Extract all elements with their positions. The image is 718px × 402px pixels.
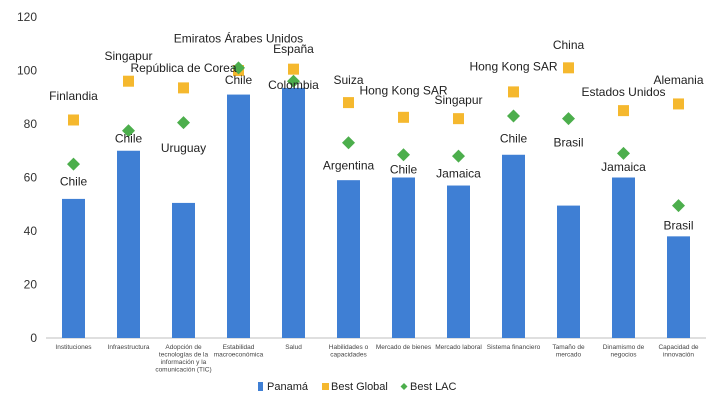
legend-swatch-best-global [322, 383, 329, 390]
best-global-marker [673, 98, 684, 110]
panama-bars [62, 87, 690, 338]
x-axis-categories: Instituciones Infraestructura Adopción de t… [55, 344, 699, 374]
best-lac-marker [507, 109, 520, 123]
best-global-marker [343, 97, 354, 109]
panama-bar [227, 94, 250, 338]
y-tick-label: 60 [24, 171, 38, 185]
country-annotation: Hong Kong SAR [469, 60, 557, 74]
country-annotation: Brasil [663, 219, 693, 233]
panama-bar [62, 198, 85, 338]
country-annotation: Jamaica [601, 160, 646, 174]
category-label: Instituciones [55, 344, 92, 351]
category-label: Adopción de tecnologías de la información … [155, 344, 211, 374]
country-annotation: Alemania [653, 73, 703, 87]
category-label: Mercado laboral [435, 344, 482, 351]
category-label: Mercado de bienes [376, 344, 432, 351]
y-tick-label: 40 [24, 224, 38, 238]
best-global-marker [123, 75, 134, 87]
country-annotation: Suiza [333, 73, 363, 87]
country-annotation: Chile [225, 73, 253, 87]
best-global-marker [563, 62, 574, 74]
country-annotation: Chile [390, 162, 418, 176]
panama-bar [667, 236, 690, 338]
country-annotation: Jamaica [436, 167, 481, 181]
best-lac-marker [397, 148, 410, 162]
panama-bar [172, 202, 195, 338]
legend-swatch-best-lac [400, 383, 408, 390]
legend: Panamá Best Global Best LAC [258, 381, 457, 393]
country-annotation: Estados Unidos [581, 85, 665, 99]
best-global-marker [618, 105, 629, 117]
country-annotation: Chile [115, 132, 143, 146]
best-lac-marker [177, 116, 190, 130]
best-lac-marker [562, 112, 575, 126]
best-global-marker [288, 63, 299, 75]
best-lac-marker [122, 124, 135, 138]
y-tick-label: 100 [17, 64, 37, 78]
panama-bar [447, 185, 470, 338]
country-annotation: Argentina [323, 158, 375, 172]
category-label: Capacidad de innovación [658, 344, 698, 359]
country-annotation: Colombia [268, 78, 319, 92]
category-label: Habilidades o capacidades [329, 344, 369, 359]
legend-label: Best LAC [410, 381, 457, 393]
best-global-marker [178, 82, 189, 94]
y-tick-label: 0 [30, 331, 37, 345]
panama-bar [282, 87, 305, 338]
best-global-marker [453, 113, 464, 125]
best-global-marker [508, 86, 519, 98]
panama-bar [117, 150, 140, 338]
country-annotation: Emiratos Árabes Unidos [174, 30, 303, 45]
country-annotation: República de Corea [130, 61, 236, 75]
country-annotation: China [553, 38, 585, 52]
country-annotation: Singapur [104, 49, 152, 63]
panama-bar [392, 177, 415, 338]
panama-bar [557, 205, 580, 338]
best-global-marker [68, 114, 79, 126]
panama-bar [502, 154, 525, 338]
country-annotation: Chile [500, 132, 528, 146]
y-tick-label: 120 [17, 10, 37, 24]
category-label: Salud [285, 344, 302, 351]
category-label: Dinamismo de negocios [603, 344, 645, 359]
country-annotation: Singapur [434, 93, 482, 107]
best-lac-marker [342, 136, 355, 150]
best-global-marker [398, 111, 409, 123]
y-tick-label: 20 [24, 278, 38, 292]
best-lac-marker [67, 157, 80, 171]
country-annotation: Uruguay [161, 141, 206, 155]
country-annotation: Hong Kong SAR [359, 84, 447, 98]
panama-bar [612, 177, 635, 338]
category-label: Infraestructura [108, 344, 150, 351]
country-annotation: Chile [60, 175, 88, 189]
best-lac-marker [672, 199, 685, 213]
legend-label: Panamá [267, 381, 309, 393]
benchmark-markers [67, 61, 685, 213]
country-annotation: Finlandia [49, 89, 98, 103]
panama-bar [337, 180, 360, 338]
best-lac-marker [232, 61, 245, 75]
country-annotation: España [273, 42, 314, 56]
legend-label: Best Global [331, 381, 388, 393]
category-label: Tamaño de mercado [552, 344, 585, 359]
legend-swatch-panama [258, 382, 263, 391]
best-lac-marker [452, 149, 465, 163]
y-tick-label: 80 [24, 117, 38, 131]
best-lac-marker [617, 146, 630, 160]
y-axis: 0 20 40 60 80 100 120 [17, 10, 37, 345]
best-lac-marker [287, 74, 300, 88]
category-label: Estabilidad macroeconómica [214, 344, 264, 359]
country-annotation: Brasil [553, 136, 583, 150]
category-label: Sistema financiero [487, 344, 541, 351]
